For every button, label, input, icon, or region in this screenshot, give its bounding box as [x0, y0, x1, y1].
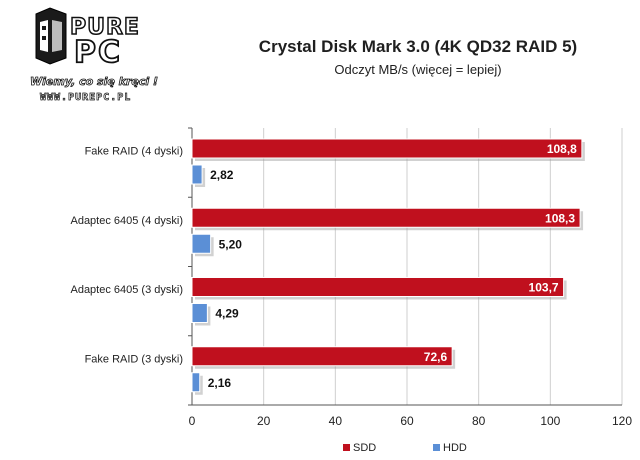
x-tick-label: 120	[612, 414, 632, 428]
data-label-sdd: 108,8	[547, 142, 577, 156]
bar-sdd	[191, 207, 581, 228]
x-tick-label: 40	[329, 414, 343, 428]
tick-labels: 0 20 40 60 80 100 120	[189, 414, 633, 428]
x-tick-label: 80	[472, 414, 486, 428]
logo-url: WWW.PUREPC.PL	[40, 92, 131, 103]
legend: SDD HDD	[343, 442, 467, 454]
bars	[191, 138, 585, 395]
legend-label-hdd: HDD	[443, 442, 467, 454]
data-label-sdd: 103,7	[529, 281, 559, 295]
bar-hdd	[191, 164, 203, 185]
logo-box-icon	[35, 7, 67, 65]
category-labels: Fake RAID (4 dyski) Adaptec 6405 (4 dyski…	[70, 146, 183, 366]
bar-sdd	[191, 346, 453, 367]
bar-hdd	[191, 303, 208, 323]
data-label-hdd: 4,29	[215, 307, 239, 321]
chart-title: Crystal Disk Mark 3.0 (4K QD32 RAID 5)	[259, 37, 577, 56]
x-tick-label: 20	[257, 414, 271, 428]
purepc-logo: PURE PC Wiemy, co się kręci ! WWW.PUREPC…	[30, 7, 158, 103]
chart-subtitle: Odczyt MB/s (więcej = lepiej)	[334, 62, 501, 77]
category-label: Fake RAID (4 dyski)	[85, 146, 183, 158]
legend-swatch-hdd	[433, 444, 440, 451]
bar-sdd	[191, 138, 583, 159]
logo-word-bottom: PC	[74, 35, 122, 70]
logo-slogan: Wiemy, co się kręci !	[30, 75, 158, 88]
legend-swatch-sdd	[343, 444, 350, 451]
bar-hdd	[191, 372, 201, 393]
category-label: Adaptec 6405 (4 dyski)	[70, 215, 183, 227]
x-tick-label: 0	[189, 414, 196, 428]
data-label-sdd: 108,3	[545, 211, 575, 225]
x-tick-label: 100	[540, 414, 560, 428]
category-label: Fake RAID (3 dyski)	[85, 353, 183, 365]
data-label-hdd: 2,82	[210, 168, 234, 182]
logo-word-top: PURE	[70, 15, 140, 40]
data-label-hdd: 5,20	[219, 237, 243, 251]
category-label: Adaptec 6405 (3 dyski)	[70, 284, 183, 296]
legend-label-sdd: SDD	[353, 442, 376, 454]
data-label-hdd: 2,16	[208, 376, 232, 390]
bar-sdd	[191, 277, 565, 297]
data-label-sdd: 72,6	[424, 350, 448, 364]
x-tick-label: 60	[400, 414, 414, 428]
bar-hdd	[191, 233, 212, 254]
data-labels: 108,8 2,82 108,3 5,20 103,7 4,29 72,6 2,16	[208, 142, 577, 390]
